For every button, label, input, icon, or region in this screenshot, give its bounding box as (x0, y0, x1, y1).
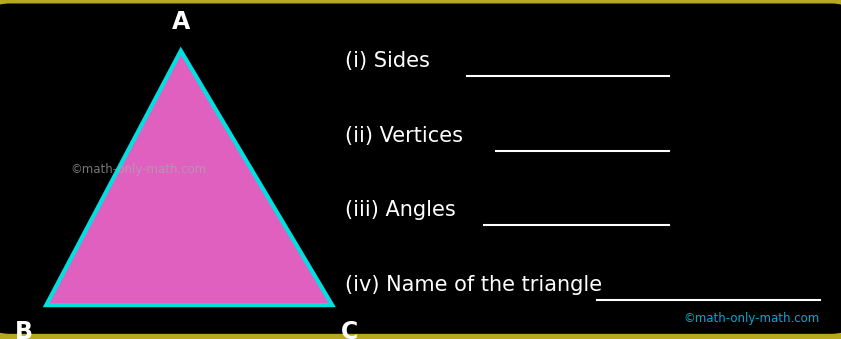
Text: (iii) Angles: (iii) Angles (345, 200, 456, 220)
Text: B: B (14, 320, 33, 339)
Text: A: A (172, 10, 190, 34)
Polygon shape (46, 51, 332, 305)
Text: ©math-only-math.com: ©math-only-math.com (71, 163, 207, 176)
Text: C: C (341, 320, 357, 339)
Text: (iv) Name of the triangle: (iv) Name of the triangle (345, 275, 602, 295)
Text: (i) Sides: (i) Sides (345, 51, 430, 71)
Text: ©math-only-math.com: ©math-only-math.com (684, 313, 820, 325)
Text: (ii) Vertices: (ii) Vertices (345, 126, 463, 145)
